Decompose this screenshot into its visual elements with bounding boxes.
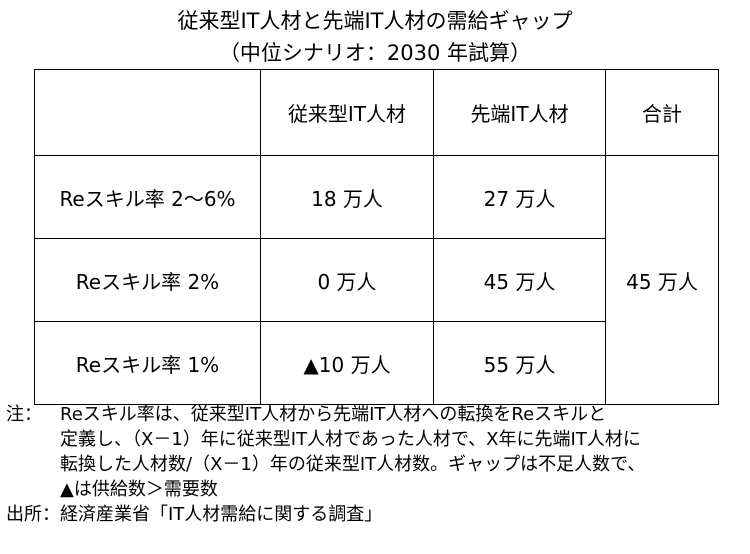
- table-row: Reスキル率 2% 0 万人 45 万人: [34, 238, 719, 322]
- note: 注： Reスキル率は、従来型IT人材から先端IT人材への転換をReスキルと 定義…: [6, 402, 746, 502]
- note-label: 注：: [6, 404, 42, 425]
- notes-block: 注： Reスキル率は、従来型IT人材から先端IT人材への転換をReスキルと 定義…: [6, 402, 746, 527]
- source-label: 出所：: [6, 504, 60, 525]
- table-row: Reスキル率 2～6% 18 万人 27 万人 45 万人: [34, 155, 719, 405]
- advanced-value: 45 万人: [433, 238, 606, 322]
- advanced-value: 27 万人: [433, 155, 606, 239]
- note-line: 転換した人材数/（X－1）年の従来型IT人材数。ギャップは不足人数で、: [60, 454, 646, 475]
- header-cell-empty: [34, 69, 261, 156]
- conventional-value: 18 万人: [260, 155, 434, 239]
- source: 出所： 経済産業省「IT人材需給に関する調査」: [6, 502, 746, 527]
- header-row: 従来型IT人材 先端IT人材 合計: [34, 69, 719, 156]
- conventional-value: 0 万人: [260, 238, 434, 322]
- gap-table: 従来型IT人材 先端IT人材 合計 Reスキル率 2～6% 18 万人 27 万…: [34, 69, 719, 405]
- header-cell-conventional: 従来型IT人材: [260, 69, 434, 156]
- chart-title: 従来型IT人材と先端IT人材の需給ギャップ: [177, 9, 573, 33]
- source-text: 経済産業省「IT人材需給に関する調査」: [60, 504, 383, 525]
- row-label: Reスキル率 1%: [34, 321, 261, 405]
- note-line: ▲は供給数＞需要数: [60, 479, 218, 500]
- note-line: 定義し、（X－1）年に従来型IT人材であった人材で、X年に先端IT人材に: [60, 429, 641, 450]
- header-cell-total: 合計: [605, 69, 719, 156]
- total-value: 45 万人: [605, 155, 719, 405]
- note-body: Reスキル率は、従来型IT人材から先端IT人材への転換をReスキルと 定義し、（…: [60, 402, 746, 502]
- chart-subtitle: （中位シナリオ：2030 年試算）: [218, 41, 532, 65]
- table-row: Reスキル率 1% ▲10 万人 55 万人: [34, 321, 719, 405]
- row-label: Reスキル率 2%: [34, 238, 261, 322]
- advanced-value: 55 万人: [433, 321, 606, 405]
- header-cell-advanced: 先端IT人材: [433, 69, 606, 156]
- conventional-value: ▲10 万人: [260, 321, 434, 405]
- row-label: Reスキル率 2～6%: [34, 155, 261, 239]
- note-line: Reスキル率は、従来型IT人材から先端IT人材への転換をReスキルと: [60, 404, 607, 425]
